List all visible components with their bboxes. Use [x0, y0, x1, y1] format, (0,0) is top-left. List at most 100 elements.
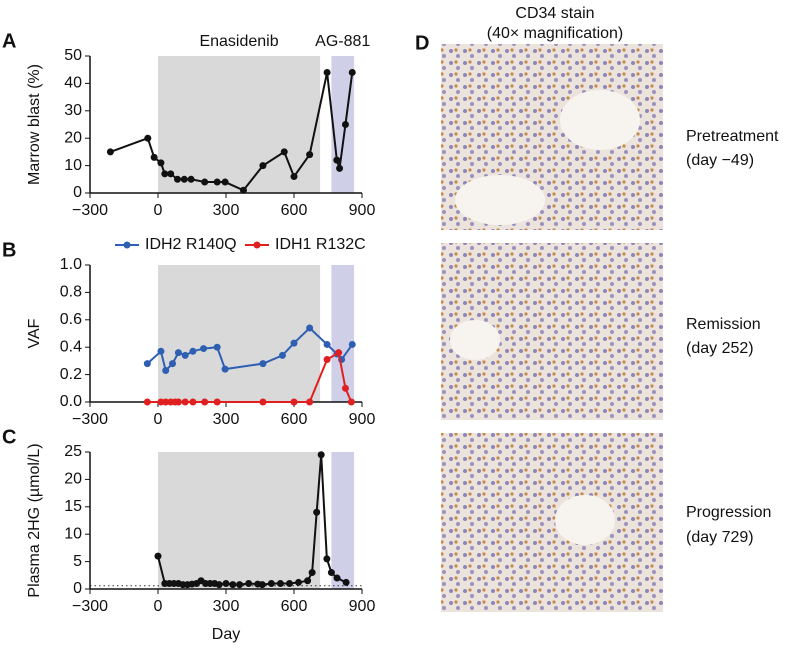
data-point [259, 398, 267, 406]
data-point [341, 384, 349, 392]
data-point [201, 178, 209, 186]
data-point [143, 398, 151, 406]
span-label: AG-881 [315, 33, 370, 50]
data-point [333, 156, 341, 164]
image-label: Progression [686, 504, 771, 521]
y-axis-label: Plasma 2HG (µmol/L) [26, 443, 43, 597]
data-point [335, 349, 343, 357]
panel-letter: C [2, 426, 16, 448]
x-tick-label: 300 [213, 202, 240, 219]
panel-letter: D [415, 32, 429, 54]
image-label: Pretreatment [686, 128, 779, 145]
x-tick-label: 0 [154, 202, 163, 219]
data-point [341, 121, 349, 128]
image-detail [455, 175, 545, 225]
data-point [201, 398, 209, 406]
y-tick-label: 0 [73, 580, 82, 597]
data-point [348, 340, 356, 348]
y-tick-label: 10 [64, 525, 82, 542]
span-label: Enasidenib [199, 33, 278, 50]
treatment-span [331, 265, 355, 402]
data-point [215, 581, 223, 589]
y-tick-label: 20 [64, 129, 82, 146]
image-label: (day −49) [686, 152, 754, 169]
data-point [342, 578, 350, 586]
data-point [157, 347, 165, 355]
data-point [144, 134, 152, 142]
treatment-span [158, 265, 321, 402]
panel-letter: B [2, 239, 16, 261]
image-label: (day 252) [686, 340, 754, 357]
data-point [174, 349, 182, 357]
x-tick-label: −300 [72, 411, 108, 428]
data-point [222, 580, 230, 588]
y-tick-label: 25 [64, 443, 82, 460]
data-point [180, 175, 188, 183]
series-line [110, 72, 354, 192]
image-label: Remission [686, 316, 761, 333]
x-tick-label: 0 [154, 411, 163, 428]
data-point [162, 398, 170, 406]
x-tick-label: 600 [281, 598, 308, 615]
data-point [162, 366, 170, 374]
y-tick-label: 0.2 [60, 366, 82, 383]
y-tick-label: 50 [64, 47, 82, 64]
data-point [259, 162, 267, 170]
data-point [313, 508, 321, 516]
data-point [157, 159, 165, 167]
data-point [189, 398, 197, 406]
data-point [304, 577, 312, 585]
x-tick-label: 900 [349, 598, 376, 615]
treatment-span [158, 56, 321, 193]
data-point [167, 170, 175, 178]
x-axis-label: Day [212, 626, 240, 643]
legend-marker [253, 241, 261, 249]
image-detail [560, 90, 640, 150]
data-point [306, 324, 314, 332]
data-point [189, 347, 197, 355]
x-tick-label: 600 [281, 202, 308, 219]
data-point [327, 569, 335, 577]
data-point [245, 580, 253, 588]
data-point [280, 148, 288, 156]
data-point [181, 351, 189, 359]
x-tick-label: 600 [281, 411, 308, 428]
panel-d-title: (40× magnification) [487, 25, 624, 42]
data-point [323, 356, 331, 364]
data-point [267, 580, 275, 588]
treatment-span [331, 452, 355, 589]
data-point [290, 173, 298, 181]
legend-label: IDH2 R140Q [145, 236, 237, 253]
data-point [236, 581, 244, 589]
data-point [181, 398, 189, 406]
panel-d: CD34 stain (40× magnification) D Pretrea… [415, 5, 779, 612]
data-point [221, 178, 229, 186]
y-tick-label: 0.6 [60, 311, 82, 328]
data-point [348, 68, 356, 76]
y-axis-label: Marrow blast (%) [26, 64, 43, 185]
data-point [213, 398, 221, 406]
data-point [336, 164, 344, 172]
data-point [106, 148, 114, 156]
data-point [317, 451, 325, 459]
data-point [174, 398, 182, 406]
image-detail [555, 495, 615, 545]
panel-letter: A [2, 30, 16, 52]
data-point [333, 574, 341, 582]
y-tick-label: 20 [64, 471, 82, 488]
data-point [169, 360, 177, 368]
x-tick-label: 900 [349, 411, 376, 428]
data-point [143, 360, 151, 368]
data-point [323, 340, 331, 348]
x-tick-label: 300 [213, 411, 240, 428]
data-point [308, 569, 316, 577]
data-point [347, 398, 355, 406]
y-tick-label: 5 [73, 553, 82, 570]
y-tick-label: 0.0 [60, 393, 82, 410]
data-point [259, 360, 267, 368]
data-point [278, 351, 286, 359]
data-point [290, 339, 298, 347]
x-tick-label: 900 [349, 202, 376, 219]
y-tick-label: 0.8 [60, 284, 82, 301]
